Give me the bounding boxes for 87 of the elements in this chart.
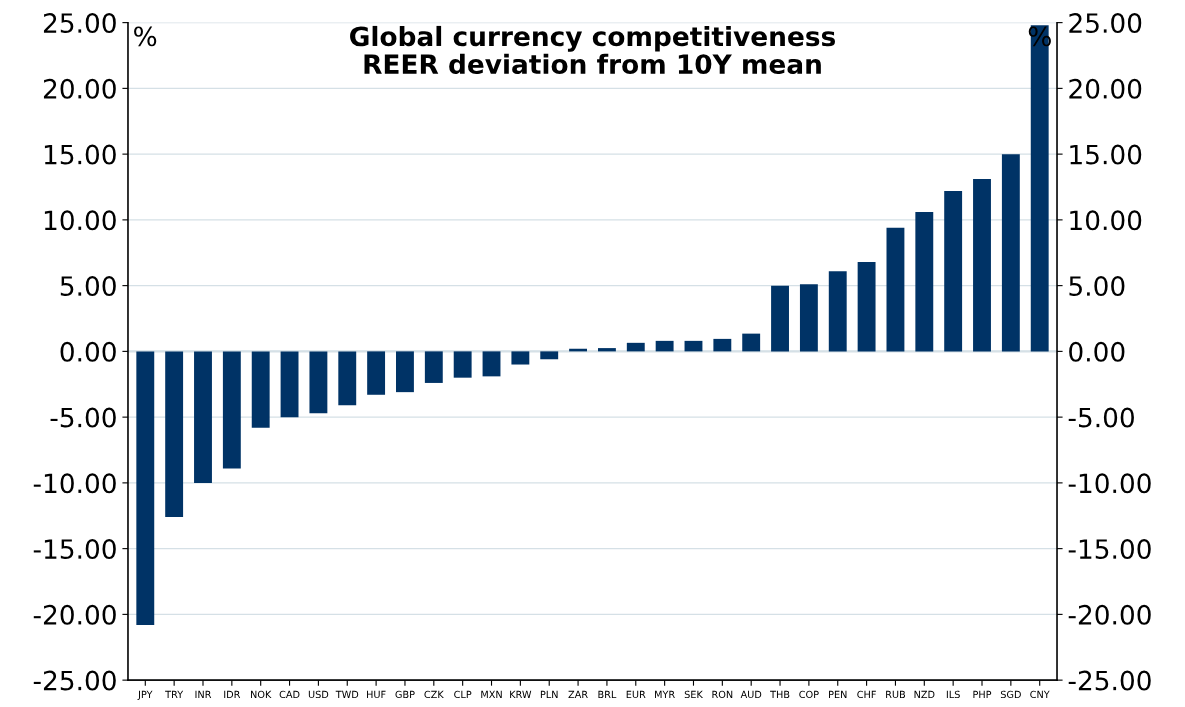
bar <box>771 285 789 352</box>
bar <box>799 284 818 352</box>
y-tick-label: -5.00 <box>50 407 116 428</box>
x-tick-label: TRY <box>165 690 184 698</box>
x-tick-label: EUR <box>626 690 646 699</box>
x-tick-label: SEK <box>684 690 704 699</box>
x-tick-label: PEN <box>829 690 847 698</box>
x-tick-label: RON <box>712 690 733 699</box>
bar <box>309 351 328 414</box>
x-tick-label: KRW <box>510 690 532 698</box>
x-tick-label: RUB <box>886 690 906 699</box>
bar <box>886 227 905 352</box>
y2-tick-label: 25.00 <box>1069 13 1142 34</box>
x-tick-label: SGD <box>1000 690 1021 699</box>
y2-tick-label: 20.00 <box>1069 78 1142 99</box>
bar <box>1001 154 1020 352</box>
y2-tick-label: -10.00 <box>1068 473 1151 494</box>
x-tick-label: JPY <box>137 690 153 700</box>
y-tick-label: -15.00 <box>33 539 116 560</box>
x-tick-label: TWD <box>335 690 359 698</box>
bar <box>597 348 616 352</box>
y2-tick-label: -15.00 <box>1068 539 1151 560</box>
bar <box>453 351 472 378</box>
bar <box>742 333 761 352</box>
x-tick-label: CZK <box>424 690 444 699</box>
bar <box>540 351 559 360</box>
bar <box>136 351 155 625</box>
bar <box>857 261 876 352</box>
bar <box>828 271 847 352</box>
x-tick-label: INR <box>195 690 212 698</box>
x-tick-label: NOK <box>251 690 272 699</box>
x-tick-label: BRL <box>598 690 617 698</box>
annotation: % <box>134 26 157 47</box>
x-tick-label: AUD <box>740 690 762 699</box>
x-tick-label: MXN <box>481 690 502 698</box>
x-tick-label: HUF <box>367 690 386 699</box>
bar <box>280 351 299 418</box>
y-tick-label: -25.00 <box>33 670 116 691</box>
y-tick-label: 0.00 <box>60 341 116 362</box>
y2-tick-label: -5.00 <box>1068 407 1134 428</box>
bar <box>944 190 963 352</box>
x-tick-label: PLN <box>540 690 558 698</box>
text: Global currency competitiveness REER deviation from 10Y mean <box>350 25 835 75</box>
x-tick-label: CLP <box>454 690 472 699</box>
y2-tick-label: -25.00 <box>1068 670 1151 691</box>
y2-tick-label: 10.00 <box>1070 210 1142 231</box>
x-tick-label: COP <box>799 690 819 699</box>
x-tick-label: IDR <box>224 690 241 698</box>
bar <box>973 179 991 352</box>
bar <box>165 351 184 518</box>
x-tick-label: ZAR <box>568 690 588 698</box>
y-tick-label: 10.00 <box>44 210 116 231</box>
bar <box>713 338 732 352</box>
bar <box>655 340 674 352</box>
bar <box>338 351 357 406</box>
bar <box>684 340 703 352</box>
bar <box>626 342 645 352</box>
x-tick-label: CNY <box>1030 690 1050 699</box>
y-tick-label: -20.00 <box>33 604 116 625</box>
y-tick-label: 25.00 <box>43 13 116 34</box>
y-tick-label: 5.00 <box>60 276 116 297</box>
x-tick-label: CAD <box>279 690 300 699</box>
x-tick-label: ILS <box>946 690 960 699</box>
y2-tick-label: -20.00 <box>1068 604 1151 625</box>
bar <box>367 351 386 395</box>
bar <box>424 351 443 383</box>
y-tick-label: 20.00 <box>43 78 116 99</box>
bar <box>915 211 934 352</box>
bar <box>251 351 270 428</box>
bar <box>396 351 414 393</box>
y2-tick-label: 0.00 <box>1069 341 1125 362</box>
x-tick-label: GBP <box>395 690 415 699</box>
y-tick-label: -10.00 <box>33 473 116 494</box>
bar <box>194 351 212 483</box>
x-tick-label: THB <box>770 690 790 698</box>
x-tick-label: MYR <box>655 690 675 698</box>
x-tick-label: CHF <box>857 690 876 699</box>
x-tick-label: NZD <box>914 690 935 698</box>
y2-tick-label: 15.00 <box>1070 144 1142 165</box>
bar <box>1030 25 1049 352</box>
y-tick-label: 15.00 <box>44 144 116 165</box>
x-tick-label: USD <box>308 690 329 699</box>
bar <box>222 351 241 469</box>
bar <box>482 351 501 377</box>
x-tick-label: PHP <box>973 690 992 698</box>
y2-tick-label: 5.00 <box>1069 276 1125 297</box>
bar <box>511 351 530 365</box>
